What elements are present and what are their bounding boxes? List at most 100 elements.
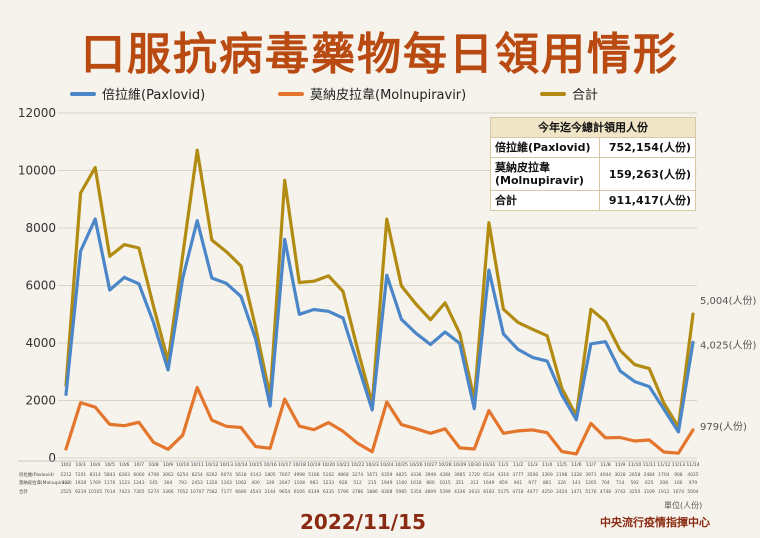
table-cell: 6534 [483, 472, 494, 478]
table-cell: 6149 [308, 489, 319, 495]
table-cell: 313 [470, 480, 479, 486]
x-tick-label: 11/12 [657, 462, 670, 468]
table-cell: 2198 [556, 472, 567, 478]
table-cell: 908 [674, 472, 683, 478]
table-cell: 4718 [512, 489, 523, 495]
table-cell: 2525 [60, 489, 71, 495]
series-line-1 [64, 385, 695, 456]
y-tick-label: 0 [48, 451, 56, 465]
table-cell: 3369 [542, 472, 553, 478]
table-cell: 4384 [440, 472, 451, 478]
x-tick-label: 10/7 [134, 462, 144, 468]
table-cell: 226 [558, 480, 567, 486]
x-tick-label: 10/19 [307, 462, 320, 468]
table-cell: 4809 [425, 489, 436, 495]
table-cell: 143 [572, 480, 581, 486]
table-cell: 3971 [585, 472, 596, 478]
table-cell: 5985 [396, 489, 407, 495]
summary-row-paxlovid: 倍拉維(Paxlovid) 752,154(人份) [489, 137, 696, 158]
x-tick-label: 10/23 [366, 462, 379, 468]
x-tick-label: 10/27 [424, 462, 437, 468]
table-cell: 7014 [104, 489, 115, 495]
table-cell: 8308 [381, 489, 392, 495]
table-cell: 1912 [658, 489, 669, 495]
x-tick-label: 10/15 [249, 462, 262, 468]
table-cell: 7305 [133, 489, 144, 495]
y-tick-label: 4000 [25, 336, 56, 350]
table-cell: 1886 [367, 489, 378, 495]
legend-item-total: 合計 [540, 84, 598, 103]
legend-label-total: 合計 [572, 88, 599, 103]
x-tick-label: 11/5 [557, 462, 567, 468]
table-cell: 1103 [221, 480, 232, 486]
x-tick-label: 10/30 [468, 462, 481, 468]
table-cell: 704 [601, 480, 610, 486]
legend-swatch-molnupiravir [278, 91, 304, 96]
x-tick-label: 10/18 [293, 462, 306, 468]
x-tick-label: 11/14 [686, 462, 699, 468]
table-cell: 5796 [337, 489, 348, 495]
table-cell: 1205 [585, 480, 596, 486]
table-cell: 4336 [410, 472, 421, 478]
summary-label: 合計 [489, 190, 601, 211]
x-tick-label: 10/12 [205, 462, 218, 468]
x-tick-label: 11/1 [498, 462, 508, 468]
x-tick-label: 10/21 [336, 462, 349, 468]
table-cell: 7582 [206, 489, 217, 495]
end-label-molnupiravir: 979(人份) [700, 421, 747, 433]
table-cell: 1170 [104, 480, 115, 486]
table-cell: 2424 [556, 489, 567, 495]
x-tick-label: 10/16 [264, 462, 277, 468]
x-tick-label: 11/4 [542, 462, 552, 468]
table-cell: 4868 [337, 472, 348, 478]
legend-label-paxlovid: 倍拉維(Paxlovid) [102, 88, 206, 103]
table-cell: 5175 [498, 489, 509, 495]
x-tick-label: 10/31 [482, 462, 495, 468]
table-cell: 1769 [90, 480, 101, 486]
table-cell: 215 [368, 480, 377, 486]
table-cell: 6335 [323, 489, 334, 495]
table-cell: 5618 [235, 472, 246, 478]
summary-row-total: 合計 911,417(人份) [489, 190, 696, 211]
table-cell: 860 [426, 480, 435, 486]
table-cell: 1062 [235, 480, 246, 486]
x-tick-label: 10/8 [148, 462, 158, 468]
table-cell: 4250 [542, 489, 553, 495]
x-tick-label: 10/5 [105, 462, 115, 468]
x-tick-label: 10/9 [163, 462, 173, 468]
table-cell: 6359 [381, 472, 392, 478]
x-tick-label: 10/24 [380, 462, 393, 468]
table-cell: 2212 [60, 472, 71, 478]
x-tick-label: 10/25 [395, 462, 408, 468]
series-line-0 [64, 217, 695, 434]
series-line-2 [64, 148, 695, 429]
table-cell: 5399 [440, 489, 451, 495]
table-cell: 714 [616, 480, 625, 486]
x-tick-label: 11/11 [643, 462, 656, 468]
table-cell: 1018 [410, 480, 421, 486]
x-tick-label: 10/22 [351, 462, 364, 468]
table-cell: 4543 [250, 489, 261, 495]
x-tick-label: 10/29 [453, 462, 466, 468]
table-cell: 2658 [629, 472, 640, 478]
table-cell: 4998 [294, 472, 305, 478]
x-tick-label: 10/11 [191, 462, 204, 468]
table-cell: 3028 [614, 472, 625, 478]
unit-note: 單位(人份) [664, 501, 703, 510]
table-cell: 3109 [644, 489, 655, 495]
table-cell: 5166 [308, 472, 319, 478]
table-cell: 6262 [206, 472, 217, 478]
table-row-label: 合計 [19, 488, 28, 495]
legend-item-molnupiravir: 莫納皮拉韋(Molnupiravir) [278, 84, 466, 103]
table-cell: 1471 [571, 489, 582, 495]
x-tick-label: 11/10 [628, 462, 641, 468]
table-cell: 2453 [192, 480, 203, 486]
page-title: 口服抗病毒藥物每日領用情形 [81, 29, 679, 80]
table-cell: 3062 [162, 472, 173, 478]
x-tick-label: 10/3 [75, 462, 85, 468]
table-cell: 1805 [265, 472, 276, 478]
table-cell: 3500 [527, 472, 538, 478]
legend-swatch-total [540, 91, 566, 96]
table-cell: 941 [514, 480, 523, 486]
